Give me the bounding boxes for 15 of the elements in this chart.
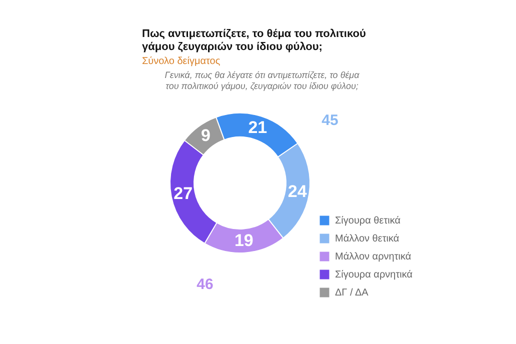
data-label: 27 — [174, 184, 193, 204]
text: 46 — [196, 276, 214, 293]
data-label: 9 — [200, 126, 210, 146]
text: 45 — [322, 112, 338, 129]
chart-title: Πως αντιμετωπίζετε, το θέμα του πολιτικού γάμου ζευγαριών του ίδιου φύλου; — [142, 28, 366, 53]
legend-label: Σίγουρα θετικά — [335, 216, 401, 226]
chart-subtitle: Σύνολο δείγματος — [142, 56, 220, 67]
text: Γενικά, πως θα λέγατε ότι αντιμετωπίζετε, το θέμα του πολιτικού γάμου, ζευγαριών του ίδιου φύλου; — [164, 70, 360, 91]
data-label: 19 — [234, 230, 254, 250]
data-label: 24 — [288, 182, 308, 201]
legend-label: Μάλλον αρνητικά — [335, 252, 412, 262]
data-label: 21 — [248, 118, 268, 137]
legend-label: ΔΓ / ΔΑ — [335, 288, 369, 298]
legend-label: Μάλλον θετικά — [335, 234, 400, 244]
legend-label: Σίγουρα αρνητικά — [335, 270, 413, 280]
